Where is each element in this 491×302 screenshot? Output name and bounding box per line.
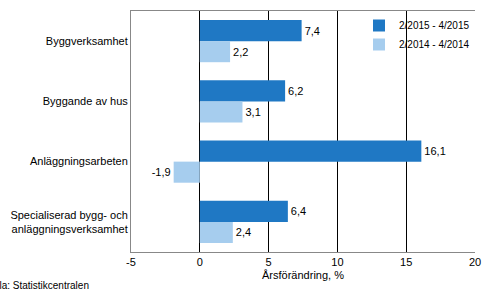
svg-text:6,4: 6,4: [291, 205, 306, 217]
svg-text:-1,9: -1,9: [152, 166, 171, 178]
svg-text:20: 20: [469, 256, 481, 268]
svg-text:3,1: 3,1: [245, 106, 260, 118]
svg-text:7,4: 7,4: [305, 25, 320, 37]
svg-text:Byggverksamhet: Byggverksamhet: [46, 35, 128, 47]
svg-text:6,2: 6,2: [288, 85, 303, 97]
svg-text:10: 10: [331, 256, 343, 268]
svg-text:-5: -5: [126, 256, 136, 268]
svg-text:2,2: 2,2: [233, 46, 248, 58]
svg-text:5: 5: [266, 256, 272, 268]
svg-text:2,4: 2,4: [236, 226, 251, 238]
svg-text:2/2014 - 4/2014: 2/2014 - 4/2014: [399, 39, 469, 50]
svg-text:0: 0: [197, 256, 203, 268]
svg-text:2/2015 - 4/2015: 2/2015 - 4/2015: [399, 20, 469, 31]
svg-text:Byggande av hus: Byggande av hus: [43, 95, 129, 107]
svg-text:15: 15: [400, 256, 412, 268]
svg-text:Specialiserad bygg- ochanläggn: Specialiserad bygg- ochanläggningsverksa…: [10, 209, 127, 235]
svg-text:16,1: 16,1: [424, 145, 445, 157]
svg-text:Källa: Statistikcentralen: Källa: Statistikcentralen: [0, 280, 89, 291]
svg-text:Årsförändring, %: Årsförändring, %: [262, 269, 344, 281]
svg-text:Anläggningsarbeten: Anläggningsarbeten: [30, 155, 128, 167]
